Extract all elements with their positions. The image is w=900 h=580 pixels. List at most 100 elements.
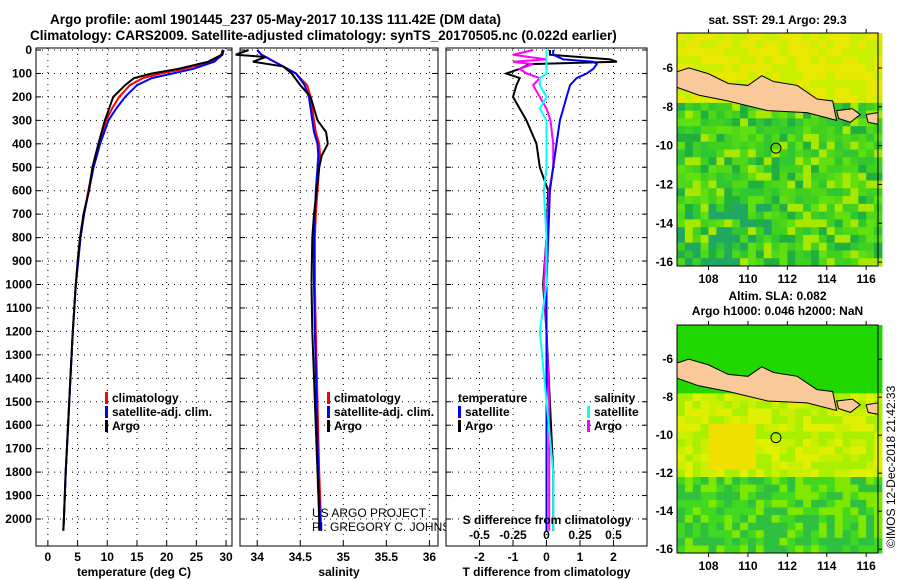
- map-cell: [826, 250, 836, 259]
- map-cell: [850, 242, 859, 251]
- map-cell: [692, 258, 702, 267]
- map-cell: [787, 401, 796, 410]
- map-cell: [755, 332, 765, 341]
- map-cell: [771, 126, 780, 135]
- map-cell: [779, 165, 788, 174]
- y-tick-label: 1100: [6, 301, 32, 315]
- map-cell: [747, 172, 757, 182]
- map-cell: [716, 203, 725, 213]
- map-cell: [779, 332, 788, 341]
- map-cell: [811, 439, 820, 448]
- map-cell: [826, 258, 836, 267]
- map-cell: [842, 325, 851, 334]
- map-cell: [747, 423, 757, 432]
- map-cell: [850, 188, 859, 197]
- map-cell: [700, 110, 710, 119]
- map-cell: [858, 250, 867, 259]
- map-cell: [795, 79, 804, 88]
- map-cell: [724, 499, 733, 508]
- map-cell: [740, 431, 749, 440]
- map-cell: [834, 370, 844, 379]
- map-cell: [716, 416, 725, 425]
- map-cell: [708, 515, 717, 524]
- map-cell: [850, 234, 859, 244]
- map-cell: [811, 431, 820, 440]
- map-cell: [724, 133, 733, 143]
- map-cell: [677, 446, 686, 455]
- legend-title-temperature: temperature: [458, 391, 528, 405]
- map-cell: [771, 454, 780, 463]
- s-tick-label: -0.5: [469, 528, 490, 542]
- map-cell: [771, 477, 780, 486]
- map-cell: [724, 203, 733, 213]
- map-cell: [732, 126, 741, 135]
- map-cell: [787, 469, 796, 478]
- map-cell: [834, 126, 844, 135]
- map-cell: [842, 507, 851, 516]
- map-cell: [795, 408, 804, 417]
- map-cell: [803, 325, 812, 334]
- map-cell: [811, 499, 820, 508]
- map-cell: [677, 325, 686, 334]
- map-cell: [866, 188, 875, 197]
- map-cell: [740, 64, 749, 73]
- map-cell: [779, 227, 788, 236]
- map-cell: [700, 477, 710, 486]
- map-cell: [779, 537, 788, 546]
- map-cell: [716, 33, 725, 42]
- map-cell: [732, 141, 741, 150]
- map-cell: [842, 102, 851, 112]
- map-cell: [811, 56, 820, 65]
- map-cell: [771, 355, 780, 364]
- map-cell: [826, 340, 836, 349]
- map-cell: [755, 423, 765, 432]
- map-cell: [716, 439, 725, 448]
- x-tick-label: 34: [251, 550, 265, 564]
- map-cell: [834, 165, 844, 174]
- map-cell: [803, 408, 812, 417]
- s-tick-label: 0.5: [605, 528, 622, 542]
- map-cell: [684, 33, 694, 42]
- map-cell: [716, 48, 725, 57]
- map-cell: [779, 484, 788, 493]
- legend-item: climatology: [334, 391, 401, 405]
- map-cell: [803, 477, 812, 486]
- map-cell: [771, 340, 780, 349]
- map-cell: [700, 48, 710, 57]
- x-tick-label: 25: [190, 550, 204, 564]
- map-cell: [787, 522, 796, 531]
- map-cell: [677, 332, 686, 341]
- map-cell: [803, 33, 812, 42]
- map-cell: [740, 340, 749, 349]
- map-cell: [818, 325, 828, 334]
- map-cell: [826, 439, 836, 448]
- map-cell: [858, 363, 867, 372]
- map-cell: [811, 347, 820, 356]
- map-cell: [740, 250, 749, 259]
- map-cell: [858, 522, 867, 531]
- map-cell: [866, 102, 875, 112]
- map-cell: [684, 507, 694, 516]
- x-tick-label: 0: [543, 550, 550, 564]
- land-lombok: [865, 112, 879, 125]
- map-cell: [684, 499, 694, 508]
- map-cell: [779, 454, 788, 463]
- map-cell: [787, 431, 796, 440]
- map-cell: [747, 118, 757, 127]
- map-cell: [811, 118, 820, 127]
- map-cell: [716, 340, 725, 349]
- map-cell: [763, 48, 773, 57]
- map-cell: [684, 48, 694, 57]
- y-tick-label: 1800: [5, 465, 32, 479]
- map-cell: [850, 203, 859, 213]
- map-cell: [779, 416, 788, 425]
- map-cell: [692, 545, 702, 554]
- map-cell: [842, 40, 851, 50]
- map-cell: [755, 250, 765, 259]
- map-title: Altim. SLA: 0.082: [728, 289, 826, 303]
- map-cell: [763, 446, 773, 455]
- map-cell: [826, 211, 836, 220]
- map-cell: [850, 227, 859, 236]
- map-cell: [724, 48, 733, 57]
